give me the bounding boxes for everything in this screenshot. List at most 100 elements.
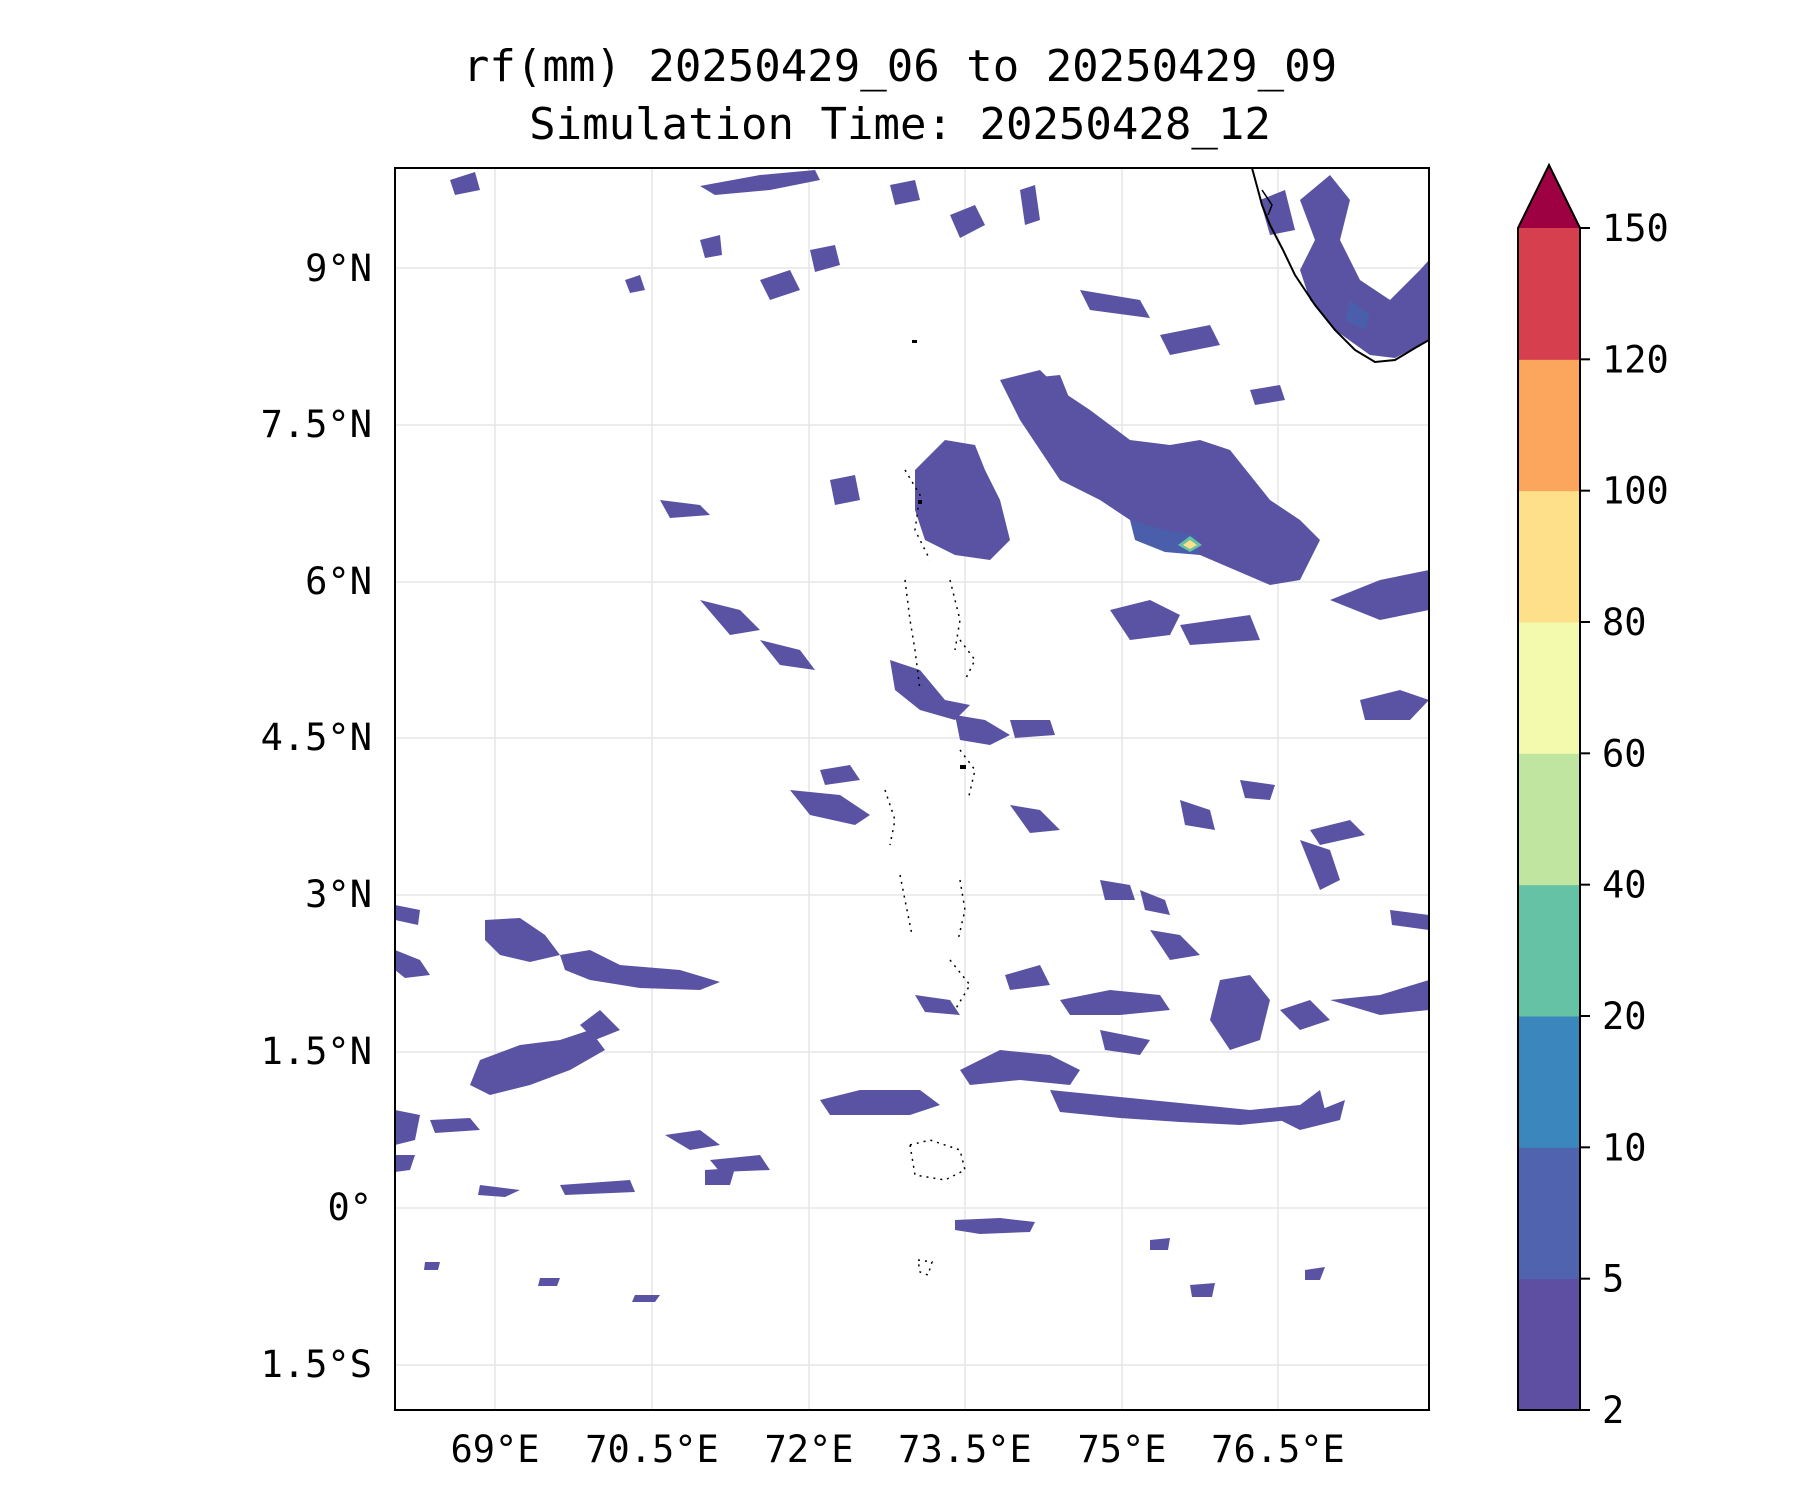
rain-cell — [1160, 325, 1220, 355]
colorbar-band — [1518, 1147, 1580, 1280]
rain-cell — [1300, 840, 1340, 890]
rain-cell — [1330, 980, 1429, 1015]
lat-tick-label: 6°N — [305, 560, 372, 603]
island-mark — [960, 765, 966, 769]
rain-cell — [1020, 185, 1040, 225]
lon-tick-label: 72°E — [764, 1428, 853, 1471]
lat-tick-label: 0° — [327, 1186, 372, 1229]
rain-cell — [820, 765, 860, 785]
lat-tick-label: 1.5°S — [261, 1343, 372, 1386]
lon-tick-label: 69°E — [450, 1428, 539, 1471]
rain-cell-system — [1000, 370, 1320, 585]
rain-cell — [890, 660, 970, 720]
island-mark — [918, 500, 922, 504]
colorbar-tick-label: 80 — [1602, 601, 1647, 644]
rain-cell — [1050, 1090, 1325, 1125]
rain-cell — [1150, 930, 1200, 960]
rainfall-field-light — [395, 170, 1429, 1302]
lon-axis: 69°E 70.5°E 72°E 73.5°E 75°E 76.5°E — [450, 1428, 1344, 1471]
rain-cell — [705, 1168, 735, 1185]
rain-cell — [820, 1090, 940, 1115]
rain-cell — [1305, 1267, 1325, 1280]
rain-cell — [395, 905, 420, 925]
island-mark — [912, 340, 917, 343]
rain-cell — [632, 1295, 660, 1302]
rain-cell — [665, 1130, 720, 1150]
rain-core-peak — [1183, 540, 1197, 549]
rain-cell — [1080, 290, 1150, 318]
colorbar-bands — [1518, 228, 1580, 1411]
lon-tick-label: 76.5°E — [1211, 1428, 1345, 1471]
rain-cell — [1270, 1100, 1345, 1130]
map-background — [395, 168, 1429, 1410]
rain-cell — [790, 790, 870, 825]
rain-cell — [1280, 1000, 1330, 1030]
gridlines — [395, 168, 1429, 1410]
rain-cell — [830, 475, 860, 505]
rain-cell — [395, 1110, 420, 1145]
colorbar-ticks: 2 5 10 20 40 60 80 100 120 150 — [1580, 207, 1669, 1432]
colorbar-tick-label: 5 — [1602, 1258, 1624, 1301]
rain-cell — [1360, 690, 1429, 720]
rain-cell — [430, 1118, 480, 1133]
lon-tick-label: 70.5°E — [585, 1428, 719, 1471]
rain-cell — [1110, 600, 1180, 640]
rain-cell — [478, 1185, 520, 1197]
rain-cell — [955, 1218, 1035, 1234]
rain-cell — [700, 600, 760, 635]
rain-cell — [760, 270, 800, 300]
rain-cell — [1150, 1238, 1170, 1250]
atoll-outline — [899, 874, 913, 936]
atolls — [884, 469, 976, 1276]
coastline-india — [1251, 168, 1429, 364]
rain-cell — [450, 172, 480, 195]
atoll-outline — [957, 879, 966, 941]
rain-cell — [1390, 910, 1429, 930]
rain-cell — [560, 1180, 635, 1195]
rain-cell — [950, 205, 985, 238]
atoll-outline — [959, 639, 976, 681]
rain-cell — [538, 1278, 560, 1286]
rain-cell — [470, 1030, 605, 1095]
rain-cell — [580, 1010, 620, 1040]
rain-cell — [1010, 805, 1060, 833]
rain-cell — [1010, 720, 1055, 738]
colorbar-tick-label: 100 — [1602, 470, 1669, 513]
map-frame — [394, 167, 1430, 1411]
colorbar-band — [1518, 228, 1580, 360]
colorbar-tick-label: 60 — [1602, 732, 1647, 775]
rain-cell — [1240, 780, 1275, 800]
rain-cell — [810, 245, 840, 272]
colorbar-band — [1518, 359, 1580, 492]
rain-cell — [1330, 570, 1429, 620]
rain-cell — [1190, 1283, 1215, 1297]
colorbar-tick-label: 20 — [1602, 995, 1647, 1038]
rain-cell — [915, 995, 960, 1015]
rain-cell — [1060, 990, 1170, 1015]
rain-cell — [700, 170, 820, 195]
rain-cell — [1250, 385, 1285, 405]
rain-cell — [700, 235, 722, 258]
lat-tick-label: 4.5°N — [261, 716, 372, 759]
rain-cell-coast — [1300, 175, 1429, 358]
colorbar-band — [1518, 490, 1580, 623]
rain-cell — [395, 950, 430, 978]
rain-cell — [710, 1155, 770, 1172]
rain-core-moderate — [1345, 300, 1370, 330]
rain-cell — [890, 180, 920, 205]
colorbar-band — [1518, 1278, 1580, 1411]
rainfall-field-moderate — [1130, 300, 1370, 555]
lon-tick-label: 73.5°E — [898, 1428, 1032, 1471]
rain-cell — [1140, 890, 1170, 915]
chart-title-line2: Simulation Time: 20250428_12 — [529, 99, 1271, 150]
colorbar-tick-label: 120 — [1602, 338, 1669, 381]
lat-axis: 9°N 7.5°N 6°N 4.5°N 3°N 1.5°N 0° 1.5°S — [261, 247, 372, 1386]
rain-cell — [424, 1262, 440, 1270]
colorbar-outline — [1517, 162, 1581, 1411]
colorbar-extend-arrow — [1518, 165, 1580, 228]
lon-tick-label: 75°E — [1077, 1428, 1166, 1471]
colorbar-tick-label: 10 — [1602, 1126, 1647, 1169]
rain-cell — [485, 918, 560, 962]
colorbar-band — [1518, 1016, 1580, 1148]
